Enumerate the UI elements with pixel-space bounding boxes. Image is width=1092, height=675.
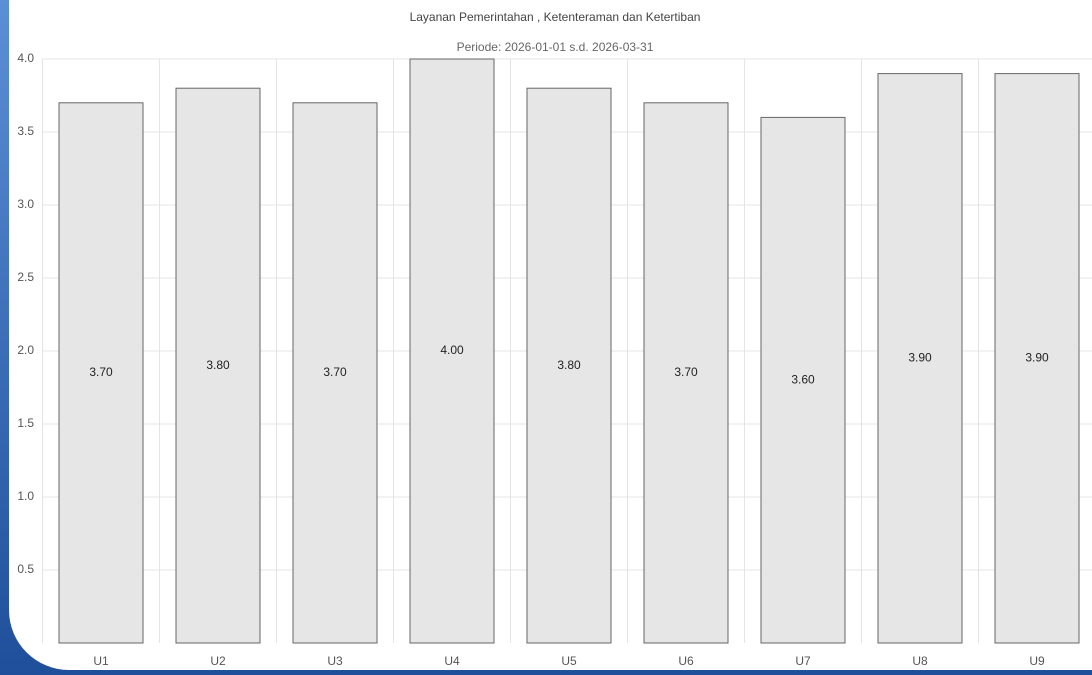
y-tick-label: 2.0: [17, 343, 34, 357]
bar: [58, 102, 144, 644]
value-label: 3.80: [206, 358, 230, 372]
bar: [526, 87, 612, 644]
value-label: 3.70: [674, 365, 698, 379]
bar: [409, 58, 495, 644]
x-tick-label: U7: [795, 654, 811, 668]
bar: [994, 73, 1080, 644]
value-label: 3.90: [1025, 350, 1049, 364]
y-tick-label: 1.0: [17, 489, 34, 503]
y-tick-label: 1.5: [17, 416, 34, 430]
value-label: 3.70: [89, 365, 113, 379]
x-tick-label: U4: [444, 654, 460, 668]
x-tick-label: U3: [327, 654, 343, 668]
bar: [292, 102, 378, 644]
x-tick-label: U8: [912, 654, 928, 668]
y-tick-label: 2.5: [17, 270, 34, 284]
x-tick-label: U1: [93, 654, 109, 668]
y-tick-label: 3.5: [17, 124, 34, 138]
value-label: 3.60: [791, 372, 815, 386]
y-tick-label: 3.0: [17, 197, 34, 211]
y-tick-label: 4.0: [17, 51, 34, 65]
bar: [643, 102, 729, 644]
x-tick-label: U2: [210, 654, 226, 668]
x-tick-label: U6: [678, 654, 694, 668]
value-label: 3.90: [908, 350, 932, 364]
x-tick-label: U9: [1029, 654, 1045, 668]
bar: [175, 87, 261, 644]
x-tick-label: U5: [561, 654, 577, 668]
bar: [877, 73, 963, 644]
chart-subtitle: Periode: 2026-01-01 s.d. 2026-03-31: [457, 40, 654, 54]
value-label: 4.00: [440, 343, 464, 357]
y-tick-label: 0.5: [17, 562, 34, 576]
chart-title: Layanan Pemerintahan , Ketenteraman dan …: [410, 10, 701, 24]
value-label: 3.70: [323, 365, 347, 379]
bar: [760, 116, 846, 644]
value-label: 3.80: [557, 358, 581, 372]
